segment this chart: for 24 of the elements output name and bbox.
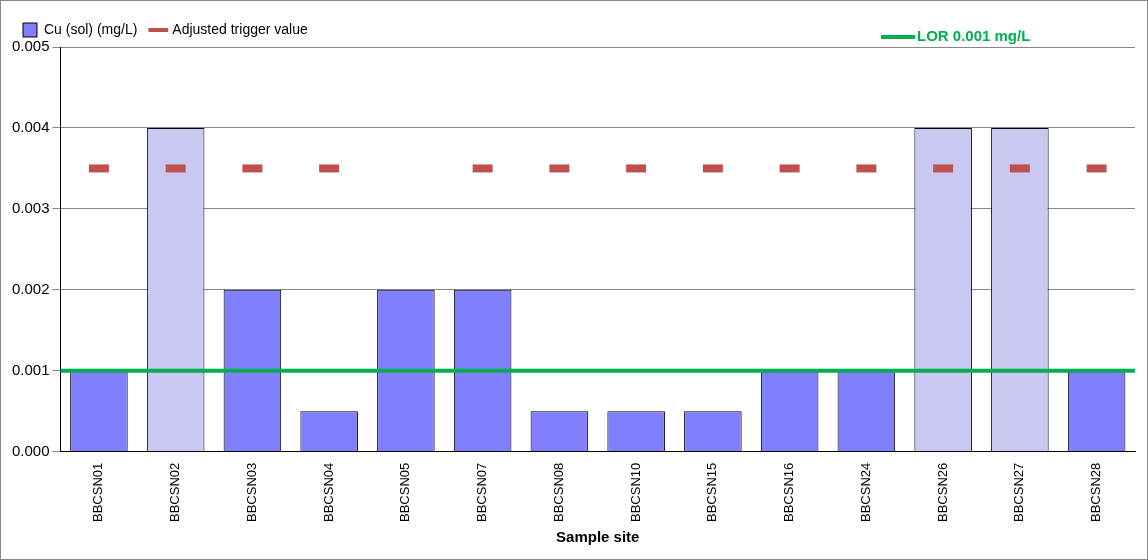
x-tick-label: BBCSN03	[243, 462, 259, 522]
y-tick-label: 0.000	[11, 441, 50, 459]
x-tick-label: BBCSN04	[320, 462, 336, 522]
y-tick-label: 0.001	[11, 360, 50, 378]
y-tick-label: 0.004	[11, 118, 50, 136]
x-tick-label: BBCSN05	[397, 462, 413, 522]
x-tick-label: BBCSN10	[627, 462, 643, 522]
x-tick-label: BBCSN15	[704, 462, 720, 522]
y-tick-label: 0.003	[11, 199, 50, 217]
legend-label: Cu (sol) (mg/L)	[44, 20, 138, 37]
legend-label: Adjusted trigger value	[172, 20, 308, 37]
x-tick-label: BBCSN01	[90, 462, 106, 522]
y-tick-label: 0.002	[11, 279, 50, 297]
x-tick-label: BBCSN02	[167, 462, 183, 522]
legend-label: LOR 0.001 mg/L	[917, 27, 1031, 45]
x-tick-label: BBCSN27	[1011, 462, 1027, 522]
x-tick-label: BBCSN08	[550, 462, 566, 522]
x-axis-title: Sample site	[556, 528, 640, 546]
x-tick-label: BBCSN28	[1088, 462, 1104, 522]
y-tick-label: 0.005	[11, 37, 50, 55]
x-tick-label: BBCSN26	[934, 462, 950, 522]
x-tick-label: BBCSN24	[857, 462, 873, 522]
x-tick-label: BBCSN16	[781, 462, 797, 522]
x-tick-label: BBCSN07	[474, 462, 490, 522]
